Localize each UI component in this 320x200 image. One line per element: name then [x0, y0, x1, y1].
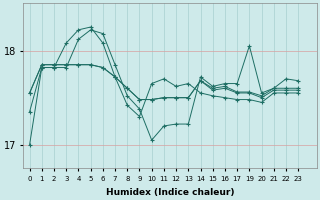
X-axis label: Humidex (Indice chaleur): Humidex (Indice chaleur): [106, 188, 234, 197]
